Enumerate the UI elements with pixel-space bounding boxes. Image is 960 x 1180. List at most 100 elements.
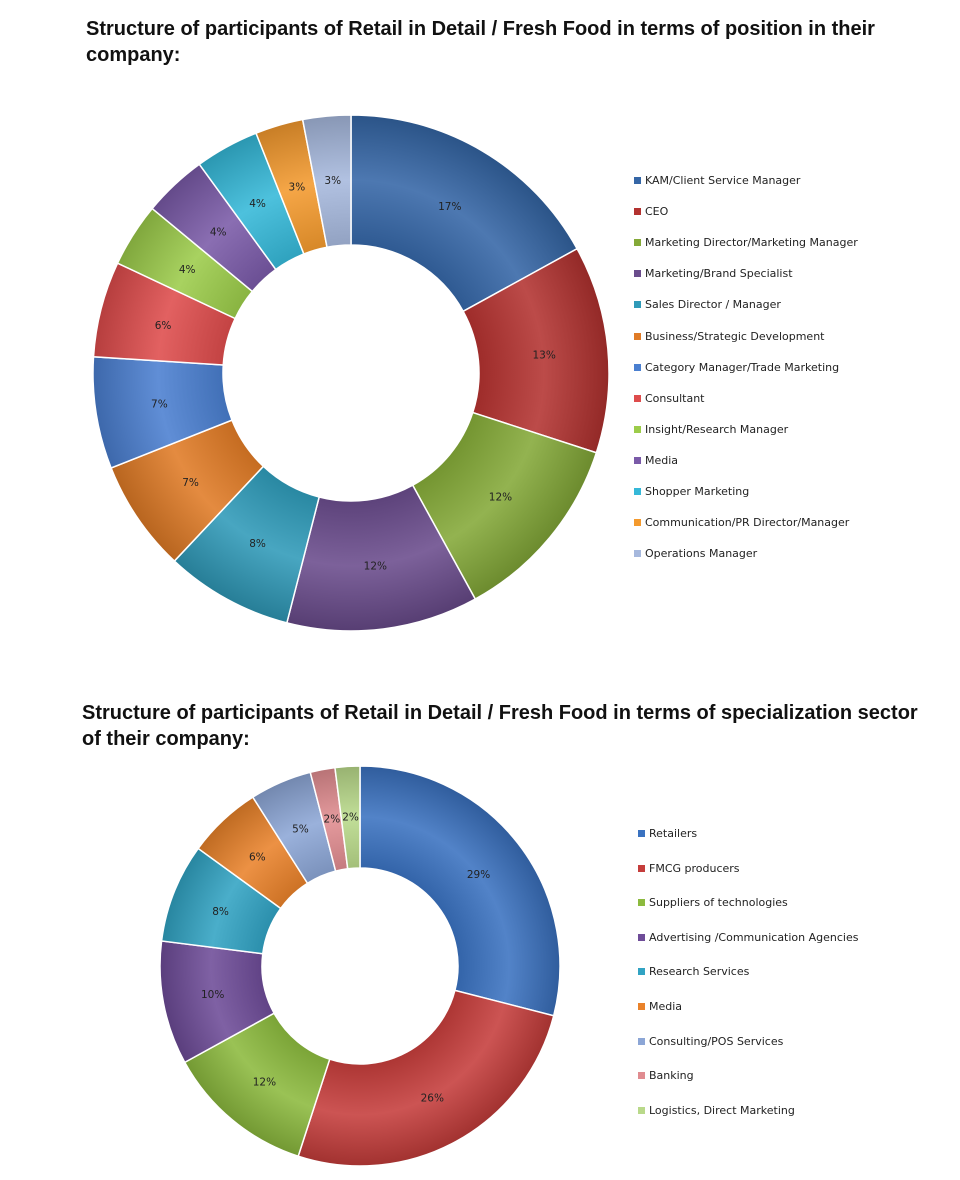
slice-consulting-pos-services [251, 771, 337, 885]
data-label-retailers: 29% [467, 869, 490, 881]
legend-swatch [634, 425, 641, 433]
data-label-business-strategic-development: 7% [182, 477, 199, 489]
legend-swatch [638, 1106, 645, 1114]
slice-operations-manager [301, 114, 352, 249]
data-label-banking: 2% [324, 814, 341, 826]
legend-swatch [634, 239, 641, 247]
legend-label: Business/Strategic Development [645, 329, 825, 343]
legend-item-kam-client-service-manager: KAM/Client Service Manager [634, 174, 800, 188]
legend-item-ceo: CEO [634, 205, 668, 219]
data-label-logistics-direct-marketing: 2% [342, 811, 359, 823]
legend-label: Banking [649, 1069, 694, 1083]
legend-label: Sales Director / Manager [645, 298, 781, 312]
legend-swatch [634, 519, 641, 527]
legend-swatch [638, 864, 645, 872]
chart-title: Structure of participants of Retail in D… [86, 18, 875, 66]
legend-swatch [634, 301, 641, 309]
slice-logistics-direct-marketing [334, 765, 361, 870]
legend-item-marketing-director-marketing-manager: Marketing Director/Marketing Manager [634, 236, 858, 250]
legend-swatch [638, 933, 645, 941]
data-label-insight-research-manager: 4% [179, 264, 196, 276]
data-label-advertising-communication-agencies: 10% [201, 989, 224, 1001]
legend-item-communication-pr-director-manager: Communication/PR Director/Manager [634, 516, 849, 530]
legend-label: Category Manager/Trade Marketing [645, 360, 840, 374]
legend-label: Communication/PR Director/Manager [645, 516, 850, 530]
legend-label: KAM/Client Service Manager [645, 174, 801, 187]
legend-swatch [634, 394, 641, 402]
legend-swatch [634, 488, 641, 495]
data-label-suppliers-of-technologies: 12% [253, 1077, 276, 1089]
data-label-consultant: 6% [155, 320, 172, 332]
legend-item-logistics-direct-marketing: Logistics, Direct Marketing [638, 1104, 795, 1118]
data-label-shopper-marketing: 4% [249, 198, 266, 210]
legend-item-consultant: Consultant [634, 392, 704, 406]
legend-label: Marketing Director/Marketing Manager [645, 236, 858, 250]
data-label-category-manager-trade-marketing: 7% [151, 398, 168, 410]
legend-item-consulting-pos-services: Consulting/POS Services [638, 1035, 783, 1049]
legend-label: FMCG producers [649, 861, 740, 875]
legend-item-suppliers-of-technologies: Suppliers of technologies [638, 896, 788, 910]
legend-label: Advertising /Communication Agencies [649, 930, 859, 944]
legend-label: Media [649, 1000, 683, 1013]
data-label-media: 6% [249, 852, 266, 864]
legend-label: CEO [645, 205, 669, 219]
data-label-media: 4% [210, 227, 227, 239]
legend-item-marketing-brand-specialist: Marketing/Brand Specialist [634, 267, 793, 281]
legend-item-fmcg-producers: FMCG producers [638, 862, 740, 876]
chart-title: Structure of participants of Retail in D… [82, 702, 918, 750]
slice-advertising-communication-agencies [159, 940, 276, 1064]
legend-item-operations-manager: Operations Manager [634, 547, 757, 561]
legend-label: Logistics, Direct Marketing [649, 1103, 795, 1117]
legend-swatch [634, 550, 641, 558]
legend-item-shopper-marketing: Shopper Marketing [634, 485, 749, 499]
legend-swatch [638, 1037, 645, 1045]
position-chart: Structure of participants of Retail in D… [86, 18, 875, 632]
slice-kam-client-service-manager [350, 114, 579, 313]
legend-label: Media [645, 453, 679, 467]
legend-swatch [634, 208, 641, 216]
legend-item-media: Media [638, 1000, 682, 1014]
data-label-sales-director-manager: 8% [249, 538, 266, 550]
legend-swatch [638, 1072, 645, 1080]
legend-item-banking: Banking [638, 1069, 694, 1083]
data-label-research-services: 8% [212, 906, 229, 918]
legend-swatch [638, 830, 645, 837]
legend-swatch [638, 1003, 645, 1010]
legend-label: Consultant [645, 391, 705, 405]
data-label-operations-manager: 3% [324, 175, 341, 187]
slice-retailers [359, 765, 561, 1017]
legend-item-research-services: Research Services [638, 965, 749, 979]
legend-label: Shopper Marketing [645, 485, 750, 498]
slice-banking [309, 766, 349, 872]
legend-label: Operations Manager [645, 547, 758, 561]
slice-media [197, 796, 309, 910]
legend-item-advertising-communication-agencies: Advertising /Communication Agencies [638, 931, 858, 945]
slice-suppliers-of-technologies [183, 1012, 331, 1158]
legend-swatch [638, 968, 645, 976]
legend-swatch [638, 899, 645, 907]
legend-swatch [634, 456, 641, 464]
data-label-communication-pr-director-manager: 3% [289, 182, 306, 194]
slice-fmcg-producers [297, 989, 555, 1167]
legend-label: Marketing/Brand Specialist [645, 267, 793, 281]
legend-item-insight-research-manager: Insight/Research Manager [634, 423, 788, 437]
legend-swatch [634, 270, 641, 278]
legend-swatch [634, 332, 641, 340]
data-label-fmcg-producers: 26% [421, 1092, 444, 1104]
legend-item-media: Media [634, 454, 678, 468]
data-label-kam-client-service-manager: 17% [438, 201, 461, 213]
legend-item-retailers: Retailers [638, 827, 697, 841]
legend-item-business-strategic-development: Business/Strategic Development [634, 330, 825, 344]
donut-chart-position: 17% 13% 12% 12% 8% 7% 7% 6% 4% 4% 4% 3% 3% [92, 114, 610, 632]
legend-label: Retailers [649, 827, 698, 840]
legend-swatch [634, 177, 641, 184]
legend-item-sales-director-manager: Sales Director / Manager [634, 298, 781, 312]
legend-label: Consulting/POS Services [649, 1034, 784, 1048]
data-label-marketing-director-marketing-manager: 12% [489, 492, 512, 504]
legend-item-category-manager-trade-marketing: Category Manager/Trade Marketing [634, 361, 839, 375]
legend-label: Suppliers of technologies [649, 896, 788, 910]
data-label-consulting-pos-services: 5% [292, 823, 309, 835]
data-label-ceo: 13% [532, 350, 555, 362]
data-label-marketing-brand-specialist: 12% [364, 560, 387, 572]
slice-research-services [160, 847, 282, 955]
